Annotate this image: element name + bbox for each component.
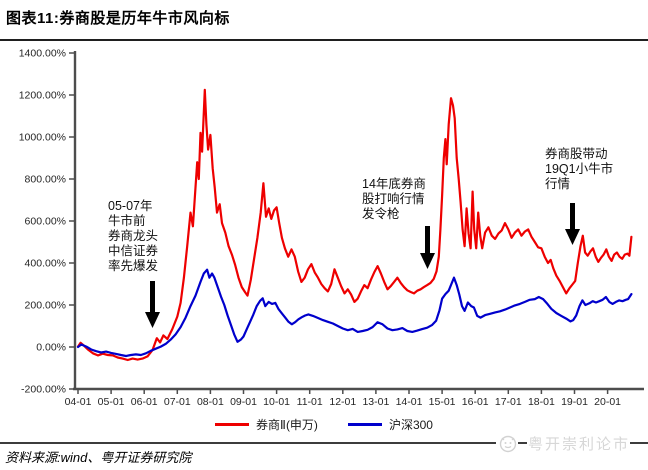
series-line-broker bbox=[76, 88, 633, 362]
y-tick-label: 600.00% bbox=[25, 216, 66, 228]
x-tick-label: 04-01 bbox=[65, 396, 92, 408]
x-tick-label: 06-01 bbox=[131, 396, 158, 408]
down-arrow-icon bbox=[565, 203, 580, 245]
legend-item-hs300: 沪深300 bbox=[347, 416, 433, 433]
y-tick-label: 0.00% bbox=[36, 342, 66, 354]
x-tick-label: 08-01 bbox=[197, 396, 224, 408]
x-tick-label: 15-01 bbox=[429, 396, 456, 408]
series-line-hs300 bbox=[76, 268, 633, 358]
y-tick-label: -200.00% bbox=[21, 384, 66, 396]
x-tick-label: 11-01 bbox=[297, 396, 323, 408]
watermark-row: 粤开崇利论市 bbox=[0, 433, 648, 453]
watermark-text: 粤开崇利论市 bbox=[527, 435, 630, 453]
hs300-line-swatch bbox=[347, 423, 382, 426]
y-tick-label: 800.00% bbox=[25, 174, 66, 186]
y-tick-label: 1400.00% bbox=[19, 48, 66, 60]
x-tick-label: 17-01 bbox=[495, 396, 522, 408]
x-tick-label: 07-01 bbox=[164, 396, 191, 408]
y-tick-label: 400.00% bbox=[25, 258, 66, 270]
x-tick-label: 12-01 bbox=[329, 396, 356, 408]
annotation-19q1-rally: 券商股带动 19Q1小牛市 行情 bbox=[545, 147, 614, 191]
divider-line bbox=[517, 442, 527, 444]
x-tick-label: 14-01 bbox=[396, 396, 423, 408]
legend-label-hs300: 沪深300 bbox=[388, 418, 433, 432]
chart-title: 图表11:券商股是历年牛市风向标 bbox=[6, 10, 230, 27]
y-tick-label: 1000.00% bbox=[19, 132, 66, 144]
x-tick-label: 18-01 bbox=[528, 396, 555, 408]
title-underline bbox=[0, 39, 648, 41]
y-tick-label: 200.00% bbox=[25, 300, 66, 312]
down-arrow-icon bbox=[145, 281, 160, 328]
x-tick-label: 09-01 bbox=[230, 396, 257, 408]
broker-line-swatch bbox=[215, 423, 250, 426]
legend-item-broker: 券商Ⅱ(申万) bbox=[215, 416, 318, 433]
legend-label-broker: 券商Ⅱ(申万) bbox=[256, 418, 318, 432]
x-tick-label: 16-01 bbox=[462, 396, 489, 408]
x-tick-label: 19-01 bbox=[561, 396, 588, 408]
x-tick-label: 20-01 bbox=[594, 396, 621, 408]
x-tick-label: 05-01 bbox=[98, 396, 125, 408]
divider-line bbox=[0, 442, 496, 444]
chart-legend: 券商Ⅱ(申万) 沪深300 bbox=[0, 416, 648, 433]
divider-line bbox=[630, 442, 648, 444]
annotation-2014-rally: 14年底券商 股打响行情 发令枪 bbox=[362, 177, 426, 221]
brand-mascot-icon bbox=[499, 435, 517, 452]
x-tick-label: 10-01 bbox=[263, 396, 290, 408]
x-tick-label: 13-01 bbox=[362, 396, 389, 408]
down-arrow-icon bbox=[420, 226, 435, 269]
annotation-2005-bull: 05-07年 牛市前 券商龙头 中信证券 率先爆发 bbox=[108, 199, 159, 273]
source-note: 资料来源:wind、粤开证券研究院 bbox=[5, 450, 192, 465]
y-tick-label: 1200.00% bbox=[19, 90, 66, 102]
